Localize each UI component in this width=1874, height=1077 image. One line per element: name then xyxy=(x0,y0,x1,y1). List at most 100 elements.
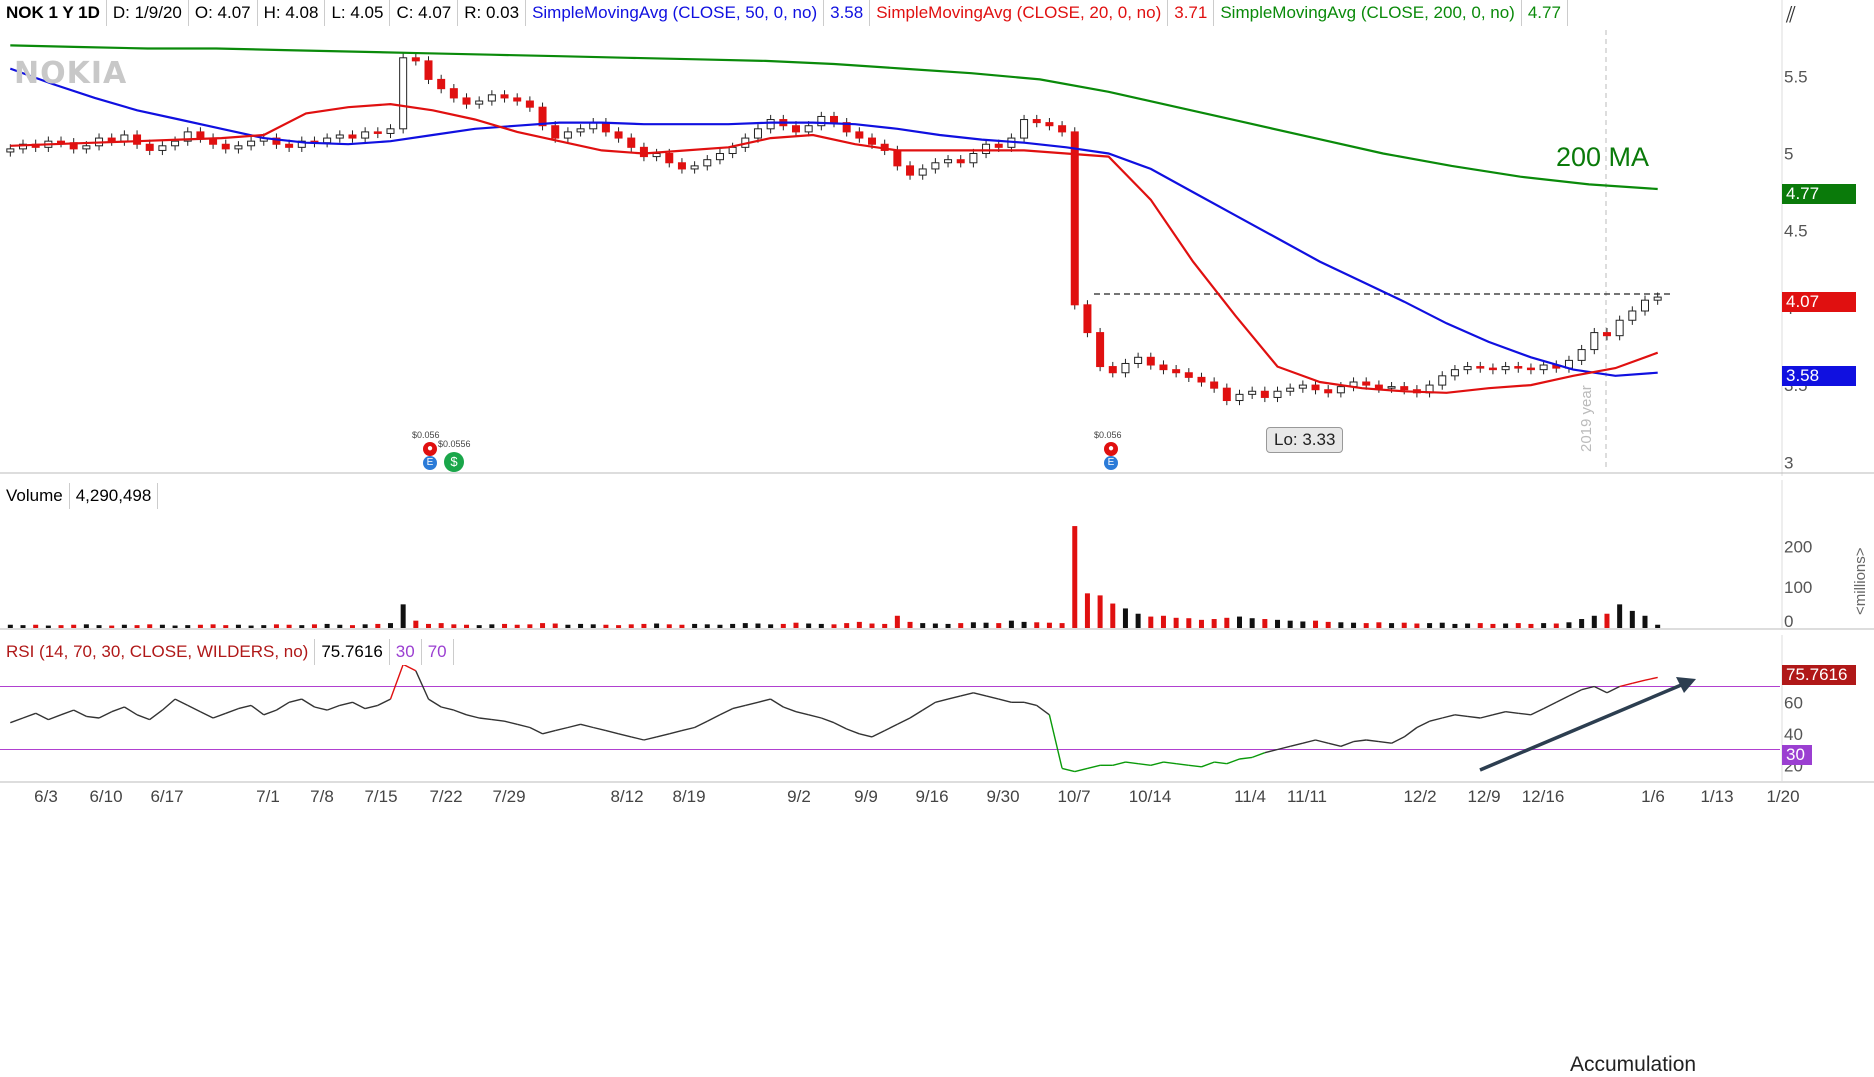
rsi-line-segment xyxy=(1163,761,1177,765)
high-readout: H: 4.08 xyxy=(258,0,326,26)
volume-bar xyxy=(438,623,444,628)
candle-down xyxy=(500,94,509,99)
candle-down xyxy=(437,78,446,90)
rsi-line-segment xyxy=(719,707,733,716)
sma200-label[interactable]: SimpleMovingAvg (CLOSE, 200, 0, no) xyxy=(1214,0,1522,26)
volume-unit-label: <millions> xyxy=(1852,547,1869,615)
date-tick-label: 7/29 xyxy=(492,787,526,806)
rsi-line-segment xyxy=(402,663,417,672)
rsi-label[interactable]: RSI (14, 70, 30, CLOSE, WILDERS, no) xyxy=(0,639,316,665)
volume-bar xyxy=(1427,623,1433,628)
candle-down xyxy=(1488,367,1497,371)
rsi-tick-label: 60 xyxy=(1784,693,1803,712)
rsi-line-segment xyxy=(1518,712,1531,716)
rsi-line-segment xyxy=(389,664,404,700)
volume-bar xyxy=(1313,620,1319,628)
candle-down xyxy=(462,97,471,105)
rsi-line-segment xyxy=(1214,761,1227,765)
rsi-line-segment xyxy=(428,698,442,708)
volume-tick-label: 200 xyxy=(1784,537,1812,556)
candle-down xyxy=(639,146,648,158)
volume-bar xyxy=(83,624,89,628)
sma20-label[interactable]: SimpleMovingAvg (CLOSE, 20, 0, no) xyxy=(870,0,1169,26)
volume-bar xyxy=(856,621,862,628)
volume-bar xyxy=(223,625,229,628)
rsi-line-segment xyxy=(1581,685,1595,691)
rsi-line-segment xyxy=(1416,720,1430,729)
open-readout: O: 4.07 xyxy=(189,0,258,26)
rsi-line-segment xyxy=(149,709,163,721)
volume-bar xyxy=(1186,618,1192,628)
volume-bar xyxy=(793,622,799,628)
rsi-line-segment xyxy=(111,706,125,713)
symbol-label[interactable]: NOK 1 Y 1D xyxy=(0,0,107,26)
volume-bar xyxy=(654,623,660,628)
style-icon[interactable]: ⫽ xyxy=(1786,2,1796,27)
rsi-line-segment xyxy=(517,723,531,729)
volume-bar xyxy=(197,624,203,628)
volume-bar xyxy=(768,624,774,628)
candle-down xyxy=(994,143,1003,148)
dividend-icon[interactable]: ● xyxy=(1104,442,1118,456)
price-chart[interactable]: 5.554.543.53 xyxy=(0,0,1874,476)
date-tick-label: 12/2 xyxy=(1403,787,1437,806)
volume-label[interactable]: Volume xyxy=(0,483,70,509)
volume-bar xyxy=(387,623,393,628)
volume-bar xyxy=(349,625,355,628)
volume-bar xyxy=(96,625,102,628)
candle-down xyxy=(1602,332,1611,337)
volume-bar xyxy=(780,623,786,628)
volume-chart[interactable]: 200 100 0 xyxy=(0,480,1874,630)
date-tick-label: 7/15 xyxy=(364,787,398,806)
accumulation-annotation: Accumulation xyxy=(1570,1053,1697,1076)
candle-down xyxy=(1045,122,1054,127)
candle-up xyxy=(576,128,585,133)
volume-bar xyxy=(1351,622,1357,628)
rsi-line-segment xyxy=(973,692,987,697)
rsi-line-segment xyxy=(276,701,290,711)
candle-down xyxy=(1070,131,1079,306)
volume-bar xyxy=(552,623,558,628)
candle-down xyxy=(1108,366,1117,374)
volume-bar xyxy=(1401,622,1407,628)
dividend-icon[interactable]: ● xyxy=(423,442,437,456)
rsi-lower-tag: 30 xyxy=(1782,745,1812,765)
rsi-line-segment xyxy=(1366,739,1379,743)
dividend-icon[interactable]: $ xyxy=(444,452,464,472)
volume-bar xyxy=(172,625,178,628)
rsi-line-segment xyxy=(1328,742,1342,747)
rsi-line-segment xyxy=(504,720,518,725)
volume-bar xyxy=(248,625,254,628)
rsi-line-segment xyxy=(1543,701,1557,710)
rsi-line-segment xyxy=(136,714,150,721)
moving-average-line xyxy=(10,44,1658,191)
date-tick-label: 11/11 xyxy=(1286,787,1328,806)
rsi-line-segment xyxy=(161,698,176,711)
rsi-line-segment xyxy=(1619,682,1633,688)
rsi-header: RSI (14, 70, 30, CLOSE, WILDERS, no) 75.… xyxy=(0,639,454,665)
rsi-line-segment xyxy=(48,714,62,721)
volume-bar xyxy=(1477,623,1483,628)
price-tick-label: 5.5 xyxy=(1784,67,1808,86)
volume-bar xyxy=(1629,610,1635,628)
volume-bar xyxy=(1236,616,1242,628)
volume-bar xyxy=(603,624,609,628)
volume-bar xyxy=(413,620,419,628)
candle-down xyxy=(221,143,230,150)
volume-bar xyxy=(514,624,520,628)
rsi-line-segment xyxy=(1442,714,1456,719)
candle-down xyxy=(665,153,674,164)
sma50-label[interactable]: SimpleMovingAvg (CLOSE, 50, 0, no) xyxy=(526,0,825,26)
earnings-icon[interactable]: E xyxy=(1104,456,1118,470)
candle-up xyxy=(1438,375,1447,386)
volume-bar xyxy=(831,624,837,628)
candle-up xyxy=(1590,332,1599,351)
rsi-line-segment xyxy=(1302,739,1316,744)
rsi-line-segment xyxy=(200,711,214,719)
candle-up xyxy=(1286,387,1295,392)
earnings-icon[interactable]: E xyxy=(423,456,437,470)
rsi-line-segment xyxy=(529,726,543,735)
volume-bar xyxy=(1617,604,1623,628)
low-readout: L: 4.05 xyxy=(325,0,391,26)
rsi-line-segment xyxy=(73,709,87,718)
